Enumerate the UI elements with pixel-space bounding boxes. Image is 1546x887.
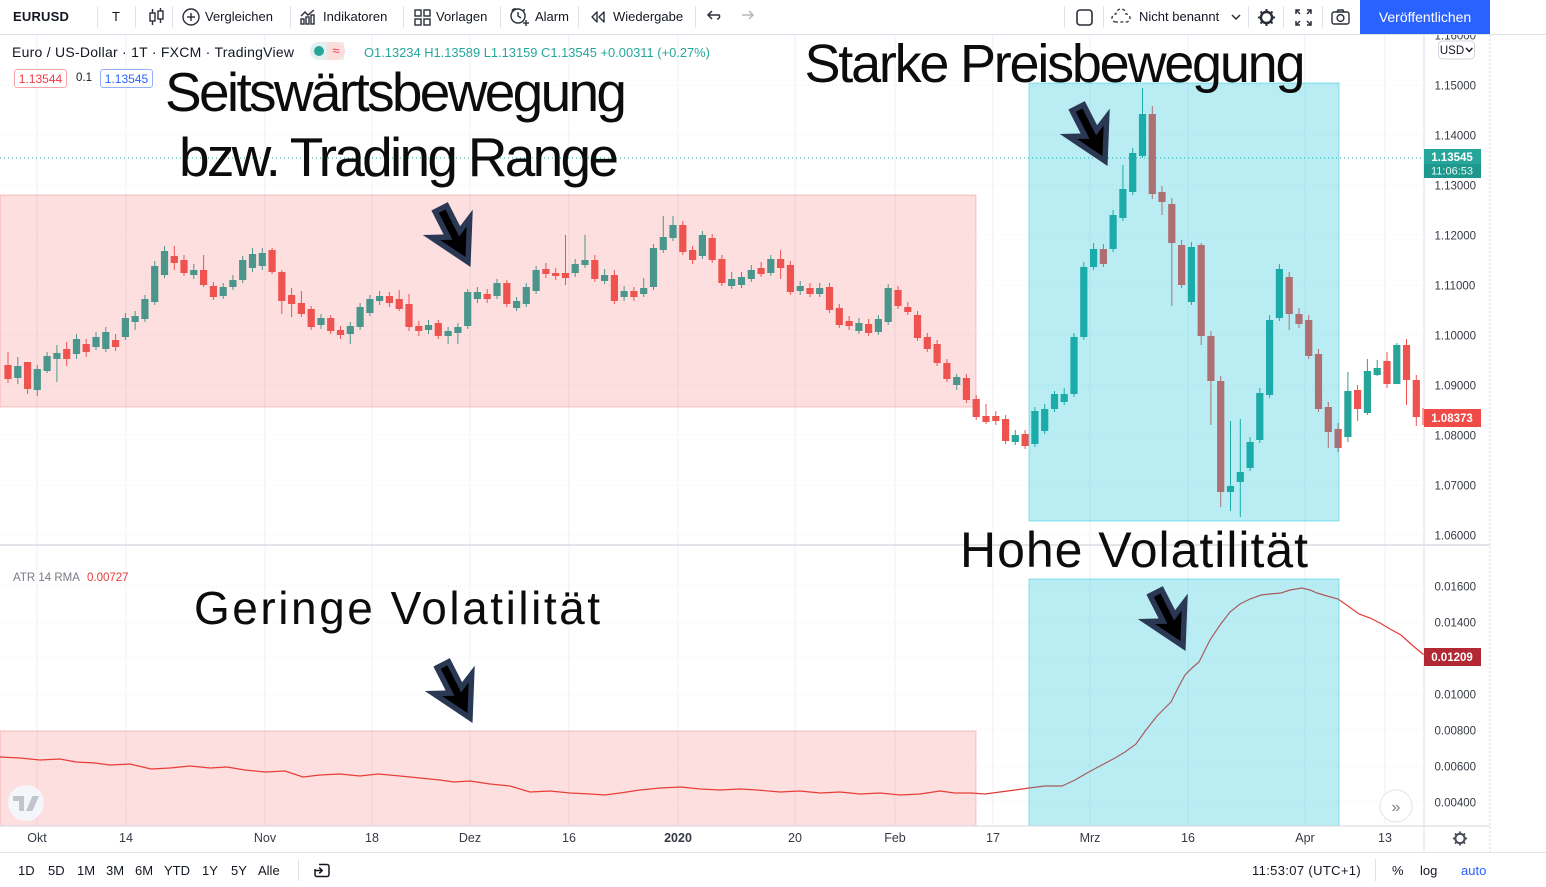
svg-text:0.01400: 0.01400 — [1435, 618, 1477, 630]
svg-text:18: 18 — [365, 831, 379, 845]
svg-text:USD: USD — [1440, 45, 1464, 57]
svg-text:0.01000: 0.01000 — [1435, 690, 1477, 702]
svg-text:1.08000: 1.08000 — [1435, 431, 1477, 443]
svg-text:20: 20 — [788, 831, 802, 845]
svg-text:16: 16 — [562, 831, 576, 845]
svg-text:Hohe Volatilität: Hohe Volatilität — [960, 522, 1308, 578]
svg-text:1.14000: 1.14000 — [1435, 131, 1477, 143]
svg-text:»: » — [1392, 799, 1401, 816]
svg-text:1.07000: 1.07000 — [1435, 481, 1477, 493]
svg-text:1.13000: 1.13000 — [1435, 181, 1477, 193]
svg-text:1.08373: 1.08373 — [1431, 413, 1473, 425]
svg-text:1.13545: 1.13545 — [1431, 152, 1473, 164]
svg-text:0.01600: 0.01600 — [1435, 582, 1477, 594]
svg-text:Feb: Feb — [884, 831, 906, 845]
svg-text:1.12000: 1.12000 — [1435, 231, 1477, 243]
svg-text:11:06:53: 11:06:53 — [1431, 166, 1473, 178]
svg-text:Nov: Nov — [254, 831, 277, 845]
svg-text:Mrz: Mrz — [1080, 831, 1101, 845]
svg-text:0.00727: 0.00727 — [87, 572, 129, 584]
svg-text:Geringe Volatilität: Geringe Volatilität — [194, 582, 600, 634]
svg-text:bzw. Trading Range: bzw. Trading Range — [179, 126, 619, 188]
svg-text:17: 17 — [986, 831, 1000, 845]
svg-text:1.11000: 1.11000 — [1435, 281, 1476, 293]
svg-text:0.01209: 0.01209 — [1431, 652, 1473, 664]
svg-text:0.00800: 0.00800 — [1435, 726, 1477, 738]
svg-text:0.00600: 0.00600 — [1435, 762, 1477, 774]
svg-text:16: 16 — [1181, 831, 1195, 845]
svg-text:1.10000: 1.10000 — [1435, 331, 1477, 343]
svg-text:Dez: Dez — [459, 831, 481, 845]
svg-text:14: 14 — [119, 831, 133, 845]
svg-text:Starke Preisbewegung: Starke Preisbewegung — [805, 34, 1306, 94]
svg-text:ATR 14 RMA: ATR 14 RMA — [13, 572, 80, 584]
svg-text:2020: 2020 — [664, 831, 692, 845]
svg-text:Okt: Okt — [27, 831, 47, 845]
svg-text:0.00400: 0.00400 — [1435, 798, 1477, 810]
svg-text:1.06000: 1.06000 — [1435, 531, 1477, 543]
svg-text:Apr: Apr — [1295, 831, 1314, 845]
svg-text:Seitswärtsbewegung: Seitswärtsbewegung — [165, 61, 627, 123]
svg-text:1.15000: 1.15000 — [1435, 81, 1477, 93]
svg-text:13: 13 — [1378, 831, 1392, 845]
svg-text:1.09000: 1.09000 — [1435, 381, 1477, 393]
